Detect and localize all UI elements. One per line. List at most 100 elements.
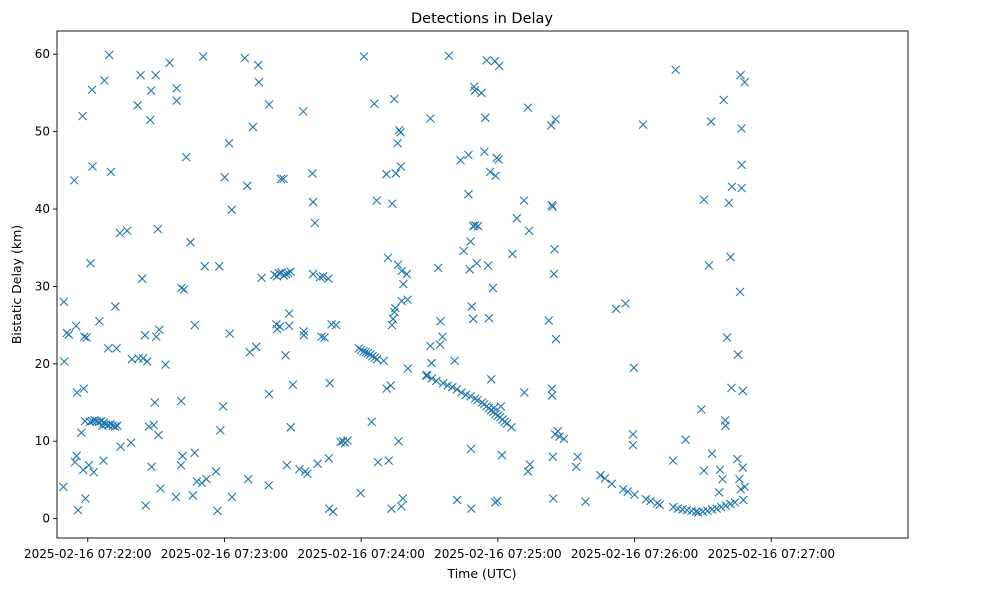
data-point (727, 383, 736, 393)
data-point (97, 421, 107, 431)
data-point (473, 221, 483, 231)
data-point (179, 285, 189, 294)
data-point (361, 347, 371, 357)
data-point (112, 343, 121, 353)
data-point (137, 274, 147, 284)
data-point (571, 462, 581, 472)
data-point (257, 273, 266, 283)
data-point (396, 162, 406, 171)
data-point (507, 422, 516, 432)
data-point (438, 332, 447, 342)
data-point (398, 494, 408, 503)
data-point (79, 332, 89, 342)
data-point (719, 95, 729, 105)
data-point (122, 226, 132, 236)
data-point (435, 340, 445, 349)
data-point (452, 384, 462, 394)
data-point (126, 438, 136, 448)
data-point (72, 451, 81, 461)
data-point (438, 378, 448, 388)
data-point (550, 244, 560, 254)
data-point (367, 417, 377, 427)
data-point (178, 451, 187, 461)
data-point (402, 269, 412, 279)
data-point (198, 52, 208, 61)
data-point (718, 474, 727, 484)
data-point (211, 467, 221, 476)
data-point (295, 464, 304, 474)
data-point (281, 269, 291, 279)
data-point (668, 456, 678, 465)
data-point (681, 435, 691, 445)
marker-layer (58, 50, 750, 517)
data-point (422, 371, 432, 380)
data-point (154, 325, 164, 335)
data-point (497, 450, 507, 460)
data-point (523, 467, 533, 476)
data-point (706, 117, 716, 126)
data-point (483, 261, 493, 270)
data-point (452, 495, 462, 505)
data-point (480, 147, 489, 157)
data-point (343, 436, 352, 445)
data-point (144, 422, 154, 431)
data-point (253, 60, 263, 70)
y-tick-label: 10 (35, 434, 50, 448)
data-point (549, 269, 559, 279)
data-point (313, 459, 323, 469)
data-point (286, 422, 296, 432)
data-point (103, 343, 113, 353)
y-tick-label: 40 (35, 202, 50, 216)
data-point (213, 506, 222, 516)
data-point (547, 200, 557, 210)
data-point (480, 113, 490, 123)
data-point (699, 466, 709, 476)
data-point (104, 50, 114, 60)
data-point (310, 218, 320, 228)
data-point (740, 77, 750, 87)
data-point (112, 421, 122, 431)
data-point (145, 115, 155, 125)
data-point (115, 228, 125, 238)
data-point (240, 53, 250, 63)
data-point (470, 86, 480, 95)
data-point (245, 347, 255, 357)
data-point (736, 484, 746, 494)
data-point (224, 138, 234, 148)
data-point (450, 356, 459, 366)
data-point (317, 332, 326, 342)
data-point (431, 376, 441, 386)
data-point (489, 403, 499, 413)
data-point (596, 470, 605, 480)
data-point (618, 484, 628, 494)
data-point (116, 442, 125, 452)
data-point (389, 94, 399, 104)
data-point (548, 494, 558, 503)
data-point (76, 428, 86, 438)
data-point (730, 498, 740, 507)
data-point (629, 363, 639, 373)
data-point (276, 174, 286, 184)
data-point (465, 265, 475, 274)
data-point (215, 426, 225, 435)
data-point (281, 350, 290, 360)
data-point (78, 465, 88, 475)
data-point (328, 507, 338, 517)
data-point (628, 429, 638, 439)
data-point (488, 283, 498, 293)
y-tick-label: 30 (35, 279, 50, 293)
data-point (110, 422, 120, 431)
data-point (426, 114, 435, 123)
data-point (655, 500, 665, 510)
data-point (149, 420, 159, 430)
data-point (146, 86, 156, 95)
data-point (735, 474, 744, 484)
data-point (99, 456, 108, 465)
data-point (80, 416, 90, 426)
data-point (459, 246, 469, 256)
data-point (303, 469, 312, 479)
data-point (151, 332, 161, 342)
data-point (218, 402, 228, 411)
data-point (181, 152, 191, 162)
data-point (390, 303, 400, 313)
